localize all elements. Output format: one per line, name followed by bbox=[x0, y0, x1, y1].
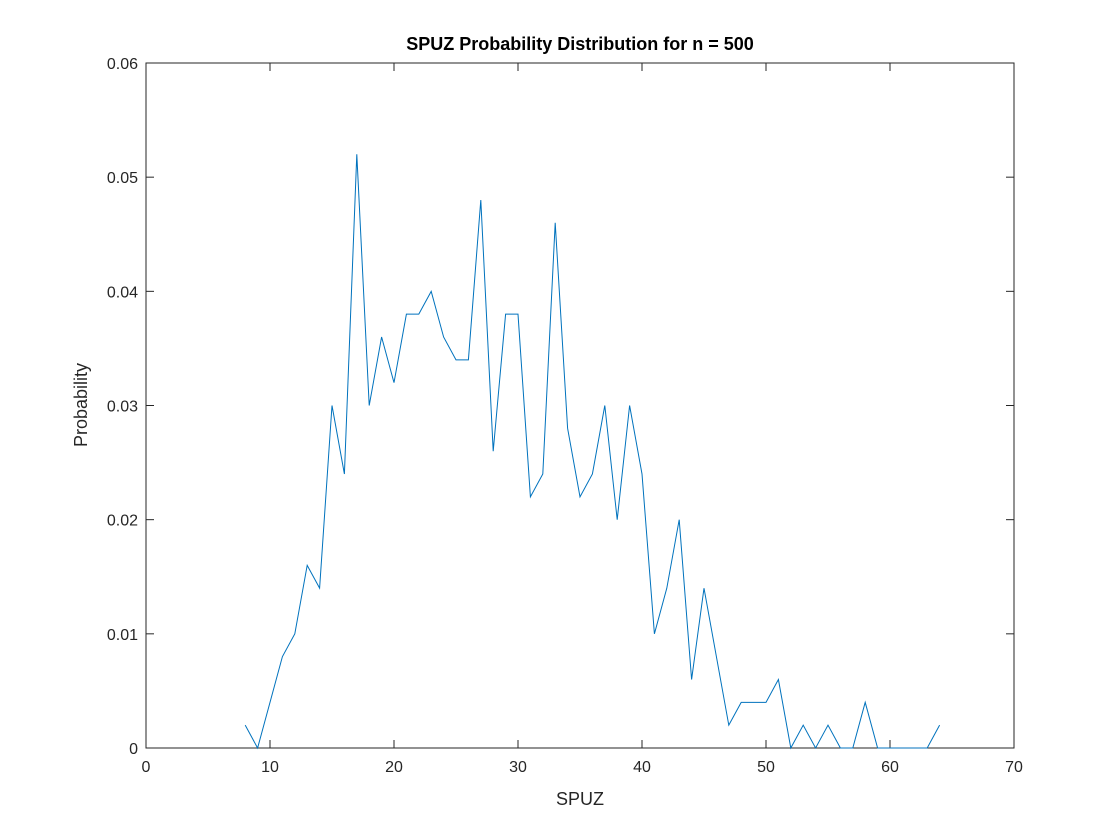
y-tick-label: 0.05 bbox=[107, 170, 138, 187]
y-axis-ticks: 0 0.01 0.02 0.03 0.04 0.05 0.06 bbox=[107, 56, 1014, 758]
y-tick-label: 0.01 bbox=[107, 627, 138, 644]
series-group bbox=[244, 154, 941, 750]
x-tick-label: 0 bbox=[142, 759, 151, 776]
y-tick-label: 0.02 bbox=[107, 513, 138, 530]
x-axis-ticks: 0 10 20 30 40 50 60 70 bbox=[142, 63, 1023, 776]
x-tick-label: 50 bbox=[757, 759, 775, 776]
plot-area bbox=[146, 63, 1014, 748]
x-axis-label: SPUZ bbox=[556, 789, 604, 809]
chart-title: SPUZ Probability Distribution for n = 50… bbox=[406, 34, 754, 54]
y-tick-label: 0 bbox=[129, 741, 138, 758]
x-tick-label: 20 bbox=[385, 759, 403, 776]
y-tick-label: 0.03 bbox=[107, 399, 138, 416]
x-tick-label: 60 bbox=[881, 759, 899, 776]
y-tick-label: 0.04 bbox=[107, 284, 138, 301]
y-axis-label: Probability bbox=[71, 363, 91, 447]
x-tick-label: 10 bbox=[261, 759, 279, 776]
x-tick-label: 70 bbox=[1005, 759, 1023, 776]
y-tick-label: 0.06 bbox=[107, 56, 138, 73]
x-tick-label: 30 bbox=[509, 759, 527, 776]
x-tick-label: 40 bbox=[633, 759, 651, 776]
